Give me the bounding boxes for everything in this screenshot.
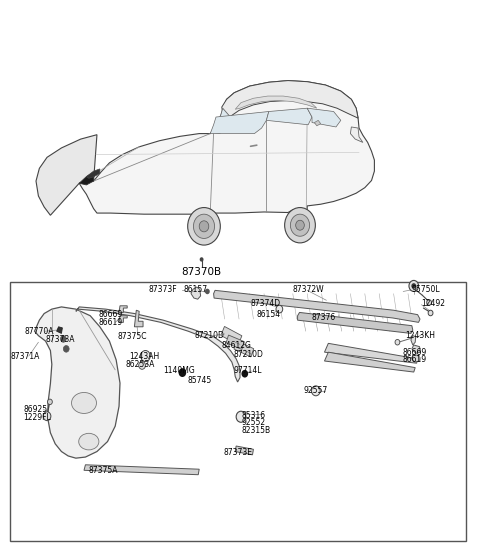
- Text: 86925: 86925: [23, 405, 47, 414]
- Polygon shape: [134, 310, 143, 327]
- Circle shape: [241, 370, 248, 378]
- Polygon shape: [84, 465, 199, 475]
- Text: 85745: 85745: [187, 376, 212, 385]
- Text: 87373F: 87373F: [149, 285, 178, 294]
- Circle shape: [43, 412, 51, 421]
- Bar: [221, 326, 242, 345]
- Text: 92552: 92552: [242, 418, 266, 427]
- Polygon shape: [36, 135, 97, 215]
- Text: 87371A: 87371A: [11, 352, 40, 360]
- Polygon shape: [211, 108, 230, 134]
- Bar: [234, 341, 254, 357]
- Circle shape: [427, 300, 432, 305]
- Circle shape: [199, 221, 209, 232]
- Text: 1140MG: 1140MG: [163, 367, 195, 375]
- Circle shape: [60, 336, 66, 342]
- Circle shape: [188, 208, 220, 245]
- Text: 87770A: 87770A: [25, 327, 54, 336]
- Text: 87210D: 87210D: [233, 350, 263, 359]
- Circle shape: [139, 362, 145, 369]
- Text: 87210D: 87210D: [194, 331, 224, 339]
- Bar: [226, 335, 244, 349]
- Circle shape: [48, 399, 52, 405]
- Text: 87376: 87376: [312, 313, 336, 322]
- Text: 86619: 86619: [98, 319, 122, 327]
- Text: 87370B: 87370B: [181, 267, 222, 277]
- Text: 1243KH: 1243KH: [406, 331, 435, 340]
- Polygon shape: [57, 327, 62, 333]
- Circle shape: [395, 339, 400, 345]
- Text: 1229FL: 1229FL: [23, 413, 51, 422]
- Circle shape: [409, 280, 419, 291]
- Text: 86669: 86669: [98, 310, 123, 319]
- Ellipse shape: [79, 433, 99, 450]
- Circle shape: [205, 289, 210, 294]
- Circle shape: [411, 283, 416, 289]
- Polygon shape: [307, 108, 341, 127]
- Polygon shape: [235, 96, 317, 109]
- Polygon shape: [412, 354, 419, 362]
- Text: 87374D: 87374D: [251, 299, 281, 308]
- Text: 87375A: 87375A: [89, 466, 118, 475]
- Text: 87375C: 87375C: [117, 332, 146, 341]
- Text: 86157: 86157: [184, 285, 208, 294]
- Text: 92557: 92557: [303, 386, 328, 395]
- Ellipse shape: [72, 392, 96, 413]
- Text: 95750L: 95750L: [412, 285, 441, 294]
- Polygon shape: [222, 81, 358, 125]
- Circle shape: [428, 310, 433, 316]
- Circle shape: [290, 214, 310, 236]
- Polygon shape: [76, 307, 240, 382]
- Text: 87373A: 87373A: [45, 335, 74, 344]
- Text: 82315B: 82315B: [242, 426, 271, 435]
- Text: 87373E: 87373E: [223, 448, 252, 457]
- Bar: [10, 282, 466, 541]
- Text: 86154: 86154: [257, 310, 281, 319]
- Text: 86669: 86669: [402, 348, 427, 357]
- Polygon shape: [210, 112, 269, 134]
- Circle shape: [296, 220, 304, 230]
- Text: 87372W: 87372W: [293, 285, 324, 294]
- Polygon shape: [191, 287, 201, 299]
- Text: 86619: 86619: [402, 355, 426, 364]
- Circle shape: [285, 208, 315, 243]
- Polygon shape: [298, 312, 413, 333]
- Polygon shape: [411, 336, 416, 345]
- Polygon shape: [119, 316, 127, 322]
- Polygon shape: [86, 169, 100, 178]
- Text: 12492: 12492: [421, 299, 445, 308]
- Circle shape: [236, 411, 246, 422]
- Polygon shape: [79, 81, 374, 237]
- Polygon shape: [324, 352, 415, 372]
- Circle shape: [276, 305, 283, 313]
- Text: 86253A: 86253A: [126, 360, 155, 369]
- Text: 97714L: 97714L: [234, 367, 262, 375]
- Polygon shape: [324, 343, 418, 363]
- Text: 1243AH: 1243AH: [130, 352, 160, 360]
- Circle shape: [193, 214, 215, 238]
- Circle shape: [141, 351, 150, 362]
- Polygon shape: [119, 306, 127, 312]
- Circle shape: [200, 257, 204, 262]
- Polygon shape: [235, 446, 253, 455]
- Text: 84612G: 84612G: [222, 341, 252, 349]
- Polygon shape: [412, 345, 420, 353]
- Polygon shape: [314, 120, 321, 126]
- Polygon shape: [35, 307, 120, 458]
- Text: 85316: 85316: [242, 411, 266, 420]
- Circle shape: [312, 386, 320, 396]
- Polygon shape: [350, 127, 363, 142]
- Circle shape: [63, 346, 69, 352]
- Circle shape: [179, 368, 186, 377]
- Polygon shape: [79, 172, 94, 185]
- Polygon shape: [214, 290, 420, 322]
- Polygon shape: [266, 108, 312, 125]
